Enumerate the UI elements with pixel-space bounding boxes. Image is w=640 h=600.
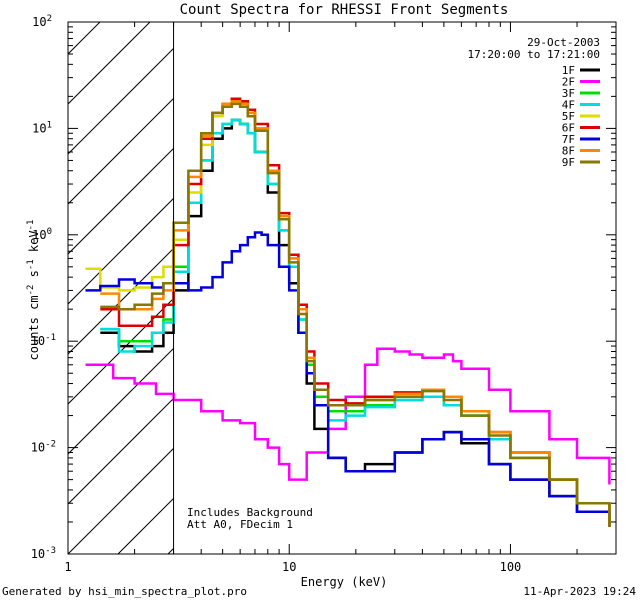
legend-label-4F: 4F (562, 99, 575, 112)
y-tick-label-1e-1: 10-1 (31, 333, 56, 348)
legend-label-5F: 5F (562, 110, 575, 123)
annotation-attenuator: Att A0, FDecim 1 (187, 518, 293, 531)
axis-ticks (67, 21, 617, 555)
x-axis-label: Energy (keV) (301, 575, 388, 589)
series-line-9F (100, 102, 611, 527)
y-tick-label-1e-3: 10-3 (31, 546, 56, 561)
plot-frame (67, 21, 617, 555)
chart-title: Count Spectra for RHESSI Front Segments (180, 2, 509, 18)
y-tick-label-1e-2: 10-2 (31, 440, 56, 455)
annotation-background: Includes Background (187, 506, 313, 519)
y-tick-label-1e2: 102 (32, 14, 52, 29)
hatch-line (68, 22, 151, 105)
x-tick-label-1: 1 (64, 560, 71, 574)
legend-label-7F: 7F (562, 133, 575, 146)
x-tick-labels: 1 10 100 (64, 560, 521, 574)
legend-label-2F: 2F (562, 76, 575, 89)
series-line-2F (85, 347, 611, 485)
time-range-label: 17:20:00 to 17:21:00 (468, 48, 600, 61)
x-tick-label-100: 100 (500, 560, 522, 574)
legend-label-8F: 8F (562, 145, 575, 158)
y-tick-labels: 102 101 100 10-1 10-2 10-3 (31, 14, 56, 561)
legend-label-9F: 9F (562, 156, 575, 169)
legend-label-1F: 1F (562, 64, 575, 77)
legend-label-3F: 3F (562, 87, 575, 100)
y-tick-label-1e1: 101 (32, 120, 52, 135)
series-layer (85, 97, 611, 527)
hatch-line (68, 22, 201, 155)
footer-timestamp: 11-Apr-2023 19:24 (523, 585, 636, 598)
date-label: 29-Oct-2003 (527, 36, 600, 49)
legend-label-6F: 6F (562, 122, 575, 135)
y-tick-label-1e0: 100 (32, 227, 52, 242)
y-axis-label: counts cm-2 s-1 keV-1 (26, 220, 41, 361)
x-tick-label-10: 10 (282, 560, 296, 574)
footer-generator: Generated by hsi_min_spectra_plot.pro (2, 585, 247, 598)
